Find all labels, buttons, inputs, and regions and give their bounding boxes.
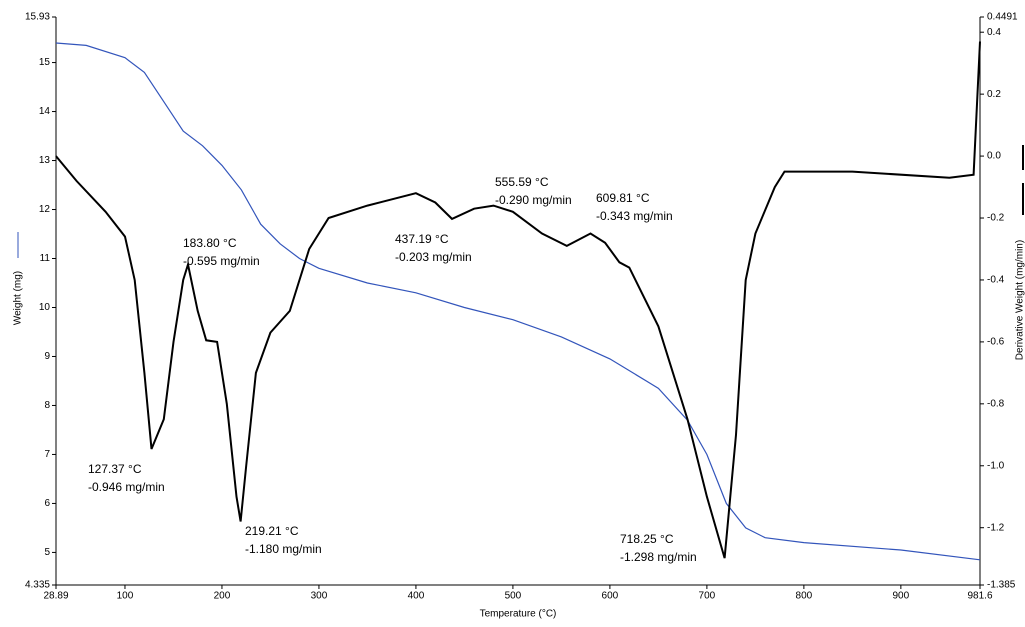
annotation: 127.37 °C	[88, 462, 142, 476]
data-line	[55, 41, 981, 559]
data-line	[55, 42, 981, 561]
annotation: -0.946 mg/min	[88, 480, 165, 494]
x-tick-label: 981.6	[967, 591, 992, 602]
y-tick-label: 15	[39, 57, 51, 68]
annotation: -0.343 mg/min	[596, 209, 673, 223]
x-tick-label: 800	[796, 591, 813, 602]
y-tick-label: 14	[39, 106, 51, 117]
y2-tick-label: -1.2	[987, 522, 1005, 533]
y2-tick-label: 0.2	[987, 89, 1001, 100]
annotation: 437.19 °C	[395, 232, 449, 246]
y-tick-label: 9	[44, 351, 50, 362]
y-tick-label: 10	[39, 302, 51, 313]
x-tick-label: 500	[505, 591, 522, 602]
x-tick-label: 600	[602, 591, 619, 602]
y-tick-label: 11	[40, 253, 51, 264]
y-tick-label: 7	[44, 449, 50, 460]
annotation: -0.595 mg/min	[183, 254, 260, 268]
y2-tick-label: -0.8	[987, 398, 1005, 409]
y2-axis-label: Derivative Weight (mg/min)	[1015, 240, 1025, 360]
y2-tick-label: -0.4	[987, 275, 1005, 286]
y2-tick-label: 0.4	[987, 27, 1001, 38]
annotation: -0.203 mg/min	[395, 250, 472, 264]
y2-tick-label: -0.6	[987, 337, 1005, 348]
y2-tick-label: -1.0	[987, 460, 1005, 471]
y-tick-label: 8	[44, 400, 50, 411]
y-tick-label: 6	[44, 498, 50, 509]
y-tick-label: 13	[39, 155, 51, 166]
y-tick-label: 5	[44, 547, 50, 558]
x-tick-label: 300	[311, 591, 328, 602]
x-tick-label: 100	[117, 591, 134, 602]
x-tick-label: 900	[893, 591, 910, 602]
y2-tick-label: 0.0	[987, 151, 1001, 162]
annotation: -0.290 mg/min	[495, 193, 572, 207]
annotation: 219.21 °C	[245, 524, 299, 538]
x-tick-label: 700	[699, 591, 716, 602]
annotation: 609.81 °C	[596, 191, 650, 205]
annotation: 183.80 °C	[183, 236, 237, 250]
y-tick-label: 4.335	[25, 580, 50, 591]
x-tick-label: 200	[214, 591, 231, 602]
x-tick-label: 28.89	[43, 591, 68, 602]
y2-tick-label: -0.2	[987, 213, 1005, 224]
y2-tick-label: -1.385	[987, 580, 1016, 591]
annotation: -1.180 mg/min	[245, 542, 322, 556]
x-tick-label: 400	[408, 591, 425, 602]
x-axis-label: Temperature (°C)	[480, 609, 557, 620]
annotation: 718.25 °C	[620, 532, 674, 546]
y-axis-label: Weight (mg)	[13, 271, 24, 325]
y-tick-label: 15.93	[25, 12, 50, 23]
y2-tick-label: 0.4491	[987, 12, 1018, 23]
annotation: 555.59 °C	[495, 175, 549, 189]
annotation: -1.298 mg/min	[620, 550, 697, 564]
y-tick-label: 12	[39, 204, 51, 215]
